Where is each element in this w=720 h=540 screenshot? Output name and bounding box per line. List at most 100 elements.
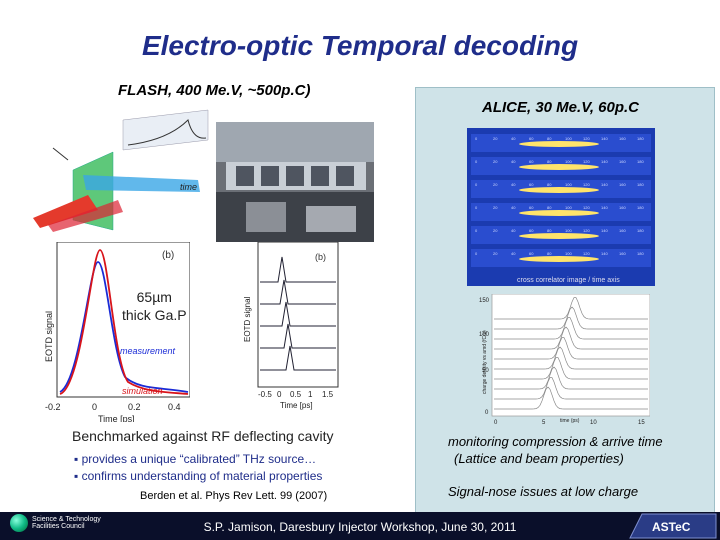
svg-text:EOTD signal: EOTD signal	[243, 296, 252, 342]
streak-image: 0 20 40 60 80 100 120 140 160 180 0 20 40 60 80 100 120 1…	[467, 128, 655, 286]
laser-beam	[83, 175, 200, 192]
simulation-line	[59, 249, 189, 395]
streak-tick: 0	[475, 182, 478, 187]
streak-tick: 160	[619, 136, 626, 141]
streak-glow	[519, 164, 599, 170]
measurement-line	[59, 261, 189, 393]
streak-tick: 0	[475, 228, 478, 233]
tick: -0.5	[258, 390, 272, 399]
streak-tick: 140	[601, 159, 608, 164]
streak-tick: 40	[511, 159, 516, 164]
tick: 0	[485, 410, 489, 416]
streak-tick: 160	[619, 251, 626, 256]
time-axis-label: time	[180, 182, 197, 192]
streak-tick: 60	[529, 182, 534, 187]
svg-text:Time [ps]: Time [ps]	[280, 401, 313, 410]
streak-tick: 60	[529, 205, 534, 210]
streak-tick: 100	[565, 228, 572, 233]
streak-tick: 120	[583, 136, 590, 141]
svg-text:EOTD signal: EOTD signal	[44, 311, 54, 362]
streak-tick: 80	[547, 205, 552, 210]
streak-tick: 140	[601, 136, 608, 141]
streak-tick: 100	[565, 251, 572, 256]
streak-tick: 20	[493, 159, 498, 164]
streak-tick: 120	[583, 182, 590, 187]
streak-tick: 160	[619, 159, 626, 164]
streak-tick: 80	[547, 159, 552, 164]
slide-title: Electro-optic Temporal decoding	[141, 30, 579, 61]
streak-tick: 160	[619, 182, 626, 187]
citation: Berden et al. Phys Rev Lett. 99 (2007)	[140, 490, 328, 502]
tick: 0	[277, 390, 282, 399]
streak-tick: 100	[565, 159, 572, 164]
svg-text:(b): (b)	[162, 250, 174, 261]
right-note-2: (Lattice and beam properties)	[454, 451, 624, 466]
streak-tick: 60	[529, 159, 534, 164]
streak-tick: 80	[547, 182, 552, 187]
tick: 5	[542, 420, 546, 426]
streak-tick: 20	[493, 251, 498, 256]
stfc-globe-icon	[10, 514, 28, 532]
detector-screen	[122, 109, 209, 151]
svg-text:(b): (b)	[315, 252, 326, 262]
trace-line	[494, 297, 648, 320]
tick: 100	[479, 332, 490, 338]
streak-tick: 40	[511, 136, 516, 141]
trace-line	[494, 326, 648, 350]
right-note-1: monitoring compression & arrive time	[448, 434, 663, 449]
trace-line	[494, 357, 648, 380]
eo-schematic-figure: time	[28, 100, 218, 240]
footer-bar	[0, 512, 720, 540]
streak-tick: 20	[493, 228, 498, 233]
tick: 1	[308, 390, 313, 399]
eotd-plot-left: (b) measurement simulation EOTD signal -…	[44, 242, 190, 422]
traces-plot: charge density vs amd (fC/s) 150 100 50 …	[479, 294, 650, 426]
streak-tick: 80	[547, 136, 552, 141]
streak-tick: 160	[619, 228, 626, 233]
streak-tick: 0	[475, 136, 478, 141]
streak-tick: 100	[565, 205, 572, 210]
tick: 0.4	[168, 402, 181, 412]
stfc-logo: Science & Technology Facilities Council	[10, 514, 140, 538]
trace-line	[494, 306, 648, 330]
streak-glow	[519, 256, 599, 262]
streak-tick: 140	[601, 205, 608, 210]
streak-tick: 180	[637, 228, 644, 233]
streak-glow	[519, 210, 599, 216]
streak-tick: 80	[547, 228, 552, 233]
streak-glow	[519, 141, 599, 147]
streak-tick: 40	[511, 228, 516, 233]
streak-tick: 60	[529, 136, 534, 141]
svg-text:time (ps): time (ps)	[560, 418, 580, 424]
trace-line	[494, 386, 648, 410]
benchmark-text: Benchmarked against RF deflecting cavity	[72, 428, 334, 444]
streak-tick: 180	[637, 251, 644, 256]
signal-trace	[127, 119, 207, 146]
streak-tick: 180	[637, 136, 644, 141]
tick: 1.5	[322, 390, 334, 399]
tick: 15	[638, 420, 645, 426]
streak-tick: 180	[637, 205, 644, 210]
streak-tick: 140	[601, 228, 608, 233]
svg-text:simulation: simulation	[122, 386, 163, 396]
streak-tick: 160	[619, 205, 626, 210]
tick: 0.2	[128, 402, 141, 412]
streak-glow	[519, 233, 599, 239]
streak-tick: 0	[475, 159, 478, 164]
streak-tick: 40	[511, 205, 516, 210]
svg-text:Time [ps]: Time [ps]	[98, 414, 135, 422]
streak-tick: 180	[637, 182, 644, 187]
bullet-1: ▪ provides a unique “calibrated” THz sou…	[74, 452, 317, 466]
gap-crystal-label: 65µm thick Ga.P	[122, 289, 187, 323]
streak-glow	[519, 187, 599, 193]
streak-tick: 20	[493, 182, 498, 187]
footer-text: S.P. Jamison, Daresbury Injector Worksho…	[203, 520, 517, 534]
streak-tick: 40	[511, 182, 516, 187]
right-subtitle: ALICE, 30 Me.V, 60p.C	[482, 99, 640, 116]
tick: 0.5	[290, 390, 302, 399]
astec-logo: ASTeC	[620, 512, 720, 540]
left-subtitle: FLASH, 400 Me.V, ~500p.C)	[118, 82, 311, 99]
trace-line	[494, 337, 648, 360]
thz-pulse	[33, 195, 98, 228]
streak-tick: 120	[583, 205, 590, 210]
